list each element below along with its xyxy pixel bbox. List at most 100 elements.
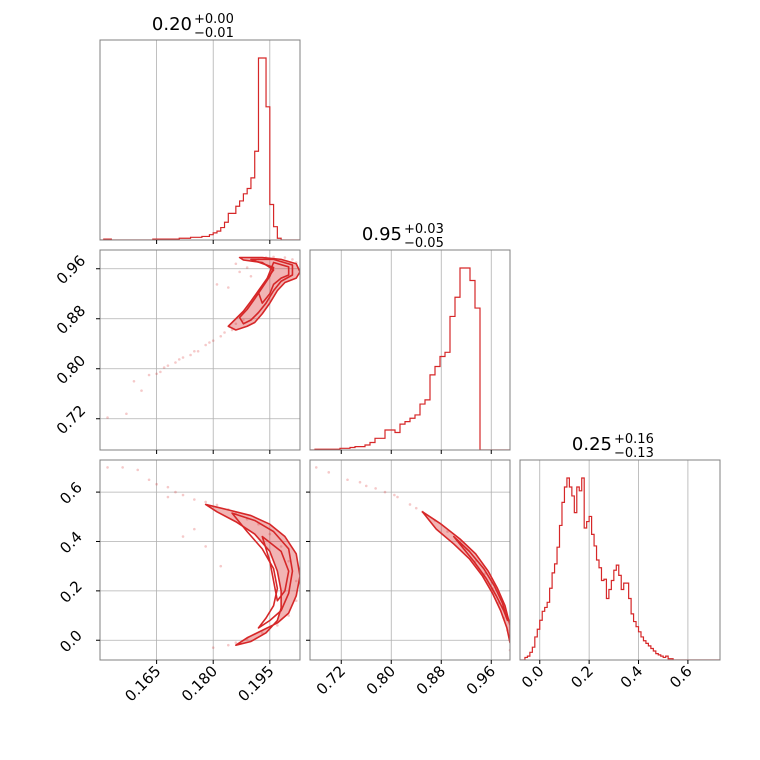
sample-point [219, 564, 223, 568]
x-tick-label: 0.6 [666, 662, 696, 692]
sample-point [211, 339, 215, 342]
sample-point [106, 416, 109, 419]
x-tick-label: 0.72 [313, 662, 349, 698]
sample-point [166, 485, 170, 489]
histogram-step [520, 477, 720, 660]
histogram-p2: 0.0 0.2 0.4 0.6 0.25 +0.16−0.13 [518, 432, 721, 692]
sample-point [181, 356, 185, 359]
sample-point [294, 599, 298, 603]
panel-title-value: 0.25 [572, 434, 612, 455]
sample-point [268, 532, 272, 536]
panel-title-plus: +0.03 [404, 222, 444, 237]
sample-point [166, 364, 170, 367]
panel-content [520, 460, 720, 660]
sample-point [276, 624, 279, 627]
sample-point [181, 493, 185, 497]
sample-point [227, 643, 230, 647]
sample-point [314, 466, 318, 469]
scatter-p0-p1: 0.72 0.80 0.88 0.96 [53, 249, 301, 454]
sample-point [147, 373, 151, 377]
sample-point [287, 559, 290, 563]
panel-frame [519, 459, 721, 661]
sample-point [283, 256, 287, 259]
sample-point [147, 478, 151, 482]
x-tick-label: 0.88 [413, 662, 449, 698]
sample-point [174, 490, 177, 494]
sample-point [193, 349, 196, 353]
sample-point [215, 283, 219, 286]
panel-frame [309, 249, 511, 451]
panel-background [100, 460, 300, 660]
panel-title-value: 0.95 [362, 224, 402, 245]
sample-point [181, 535, 185, 538]
scatter-p1-p2: 0.72 0.80 0.88 0.96 [306, 459, 511, 698]
sample-point [234, 262, 238, 266]
sample-point [346, 478, 349, 482]
sample-point [396, 495, 399, 499]
sample-point [159, 370, 162, 374]
x-tick-label: 0.180 [178, 662, 221, 705]
sample-point [166, 495, 170, 499]
sample-point [238, 270, 241, 274]
panel-title-plus: +0.00 [194, 12, 234, 27]
sample-point [242, 318, 245, 322]
y-tick-label: 0.72 [53, 402, 89, 438]
sample-point [162, 366, 166, 369]
panel-background [100, 250, 300, 450]
sample-point [196, 349, 200, 353]
contour-level-2 [452, 535, 509, 622]
x-tick-label: 0.4 [617, 662, 647, 692]
sample-point [245, 266, 249, 269]
sample-point [189, 353, 192, 357]
y-tick-label: 0.6 [56, 478, 86, 508]
sample-point [193, 527, 196, 531]
panel-content [310, 250, 510, 450]
x-tick-label: 0.195 [235, 662, 278, 705]
sample-point [215, 503, 219, 507]
x-tick-label: 0.96 [463, 662, 499, 698]
sample-point [414, 506, 418, 510]
sample-point [327, 471, 331, 474]
sample-point [234, 322, 238, 326]
sample-point [125, 412, 128, 416]
panel-background [100, 40, 300, 240]
sample-point [230, 328, 234, 332]
histogram-p0: 0.20 +0.00−0.01 [99, 12, 301, 244]
sample-point [121, 466, 124, 469]
sample-point [174, 361, 177, 364]
sample-point [249, 274, 253, 278]
x-tick-label: 0.165 [121, 662, 164, 705]
sample-point [132, 379, 136, 383]
sample-point [204, 500, 207, 504]
y-tick-label: 0.88 [53, 302, 89, 338]
sample-point [287, 614, 290, 617]
sample-point [279, 545, 283, 548]
panel-frame [99, 39, 301, 241]
sample-point [106, 466, 109, 469]
x-tick-label: 0.2 [567, 662, 597, 692]
panel-title-value: 0.20 [152, 14, 192, 35]
panel-title-plus: +0.16 [614, 432, 654, 447]
sample-point [223, 331, 226, 334]
panel-frame [309, 459, 511, 661]
sample-point [374, 487, 377, 490]
panel-content [100, 250, 300, 450]
sample-point [177, 358, 181, 361]
sample-point [155, 372, 158, 376]
panel-title-minus: −0.01 [194, 26, 234, 41]
contour-level-3 [257, 261, 290, 304]
sample-point [136, 468, 140, 472]
sample-point [446, 530, 449, 533]
sample-point [204, 343, 207, 347]
sample-point [193, 498, 196, 501]
sample-point [155, 482, 158, 486]
contour-level-1 [204, 503, 300, 646]
histogram-step [100, 57, 300, 240]
sample-point [234, 641, 238, 645]
contour-level-1 [421, 511, 510, 644]
panel-content [100, 460, 300, 660]
histogram-step [310, 267, 510, 450]
sample-point [211, 646, 215, 649]
x-tick-label: 0.0 [518, 662, 548, 692]
